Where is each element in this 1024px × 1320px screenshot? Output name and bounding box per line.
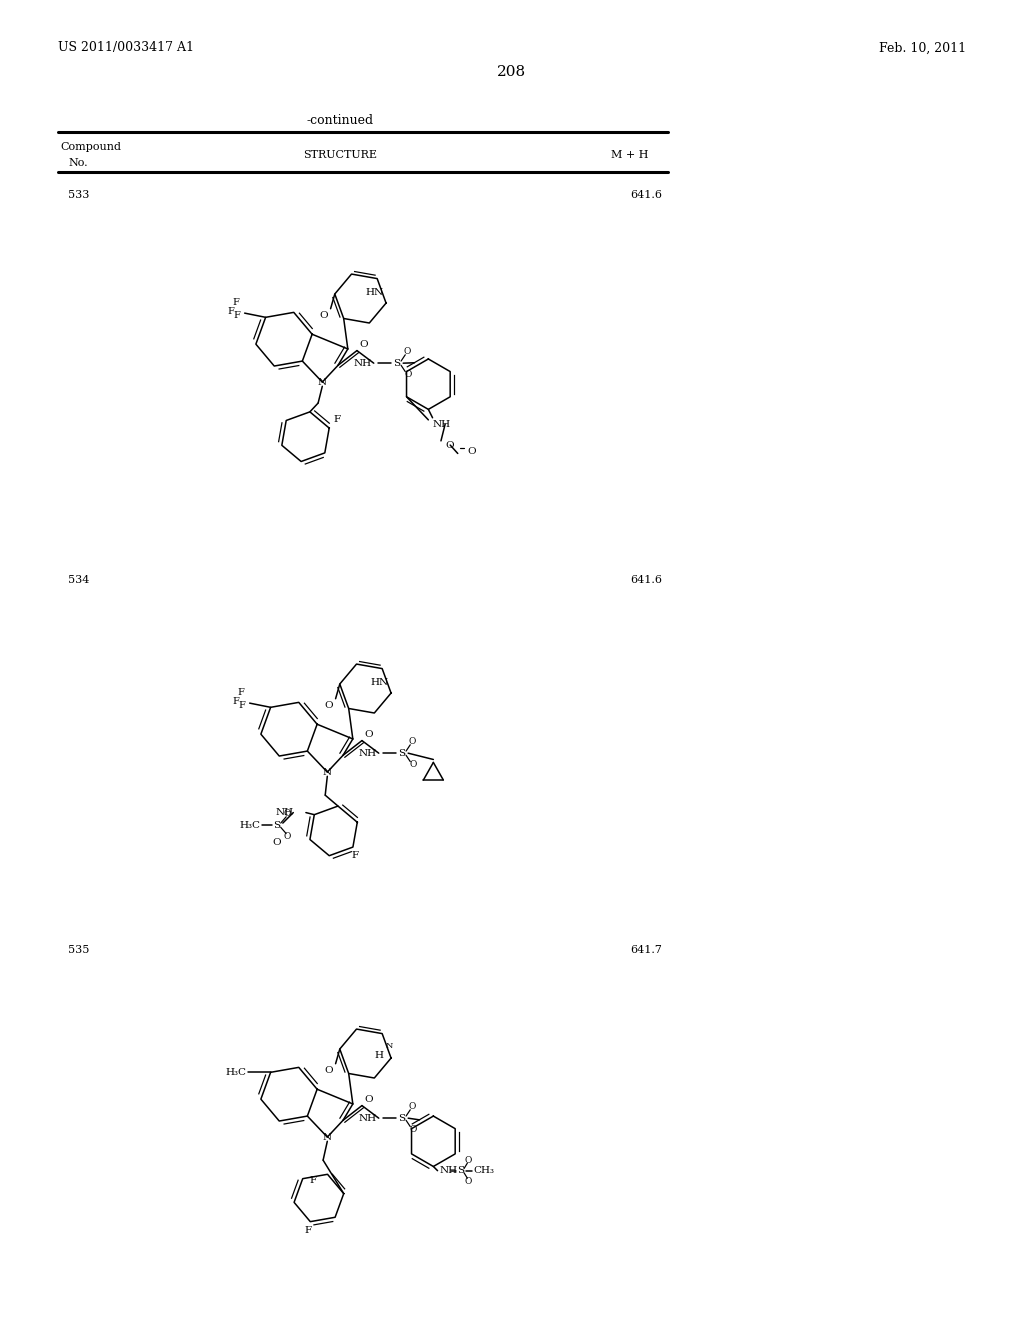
- Text: N: N: [317, 378, 327, 387]
- Text: 641.6: 641.6: [630, 576, 662, 585]
- Text: O: O: [365, 730, 373, 739]
- Text: S: S: [393, 359, 400, 368]
- Text: O: O: [465, 1176, 472, 1185]
- Text: O: O: [403, 347, 411, 356]
- Text: O: O: [404, 371, 413, 379]
- Text: 533: 533: [68, 190, 89, 201]
- Text: Compound: Compound: [60, 143, 121, 152]
- Text: O: O: [325, 701, 334, 710]
- Text: 208: 208: [498, 65, 526, 79]
- Text: 641.6: 641.6: [630, 190, 662, 201]
- Text: N: N: [385, 1043, 392, 1051]
- Text: N: N: [323, 767, 332, 776]
- Text: HN: HN: [371, 678, 389, 688]
- Text: O: O: [409, 737, 416, 746]
- Text: STRUCTURE: STRUCTURE: [303, 150, 377, 160]
- Text: O: O: [359, 339, 368, 348]
- Text: F: F: [309, 1176, 316, 1185]
- Text: Feb. 10, 2011: Feb. 10, 2011: [879, 41, 966, 54]
- Text: F: F: [304, 1225, 311, 1234]
- Text: 534: 534: [68, 576, 89, 585]
- Text: F: F: [227, 306, 234, 315]
- Text: H₃C: H₃C: [225, 1068, 247, 1077]
- Text: CH₃: CH₃: [473, 1166, 495, 1175]
- Text: NH: NH: [358, 748, 377, 758]
- Text: NH: NH: [432, 420, 451, 429]
- Text: F: F: [239, 701, 246, 710]
- Text: H: H: [375, 1052, 384, 1060]
- Text: NH: NH: [353, 359, 372, 368]
- Text: M + H: M + H: [611, 150, 649, 160]
- Text: O: O: [319, 310, 329, 319]
- Text: F: F: [233, 310, 241, 319]
- Text: O: O: [465, 1156, 472, 1164]
- Text: S: S: [398, 1114, 406, 1123]
- Text: -continued: -continued: [306, 114, 374, 127]
- Text: NH: NH: [275, 808, 293, 817]
- Text: O: O: [410, 760, 418, 770]
- Text: O: O: [410, 1126, 418, 1134]
- Text: 641.7: 641.7: [630, 945, 662, 954]
- Text: O: O: [445, 441, 454, 450]
- Text: H₃C: H₃C: [240, 821, 261, 830]
- Text: O: O: [284, 833, 291, 841]
- Text: O: O: [284, 809, 291, 818]
- Text: O: O: [272, 838, 281, 847]
- Text: US 2011/0033417 A1: US 2011/0033417 A1: [58, 41, 194, 54]
- Text: F: F: [232, 697, 240, 705]
- Text: F: F: [351, 851, 358, 859]
- Text: 535: 535: [68, 945, 89, 954]
- Text: S: S: [398, 748, 406, 758]
- Text: O: O: [325, 1065, 334, 1074]
- Text: S: S: [273, 821, 281, 830]
- Text: F: F: [334, 416, 341, 424]
- Text: S: S: [457, 1166, 464, 1175]
- Text: HN: HN: [366, 288, 384, 297]
- Text: O: O: [365, 1094, 373, 1104]
- Text: N: N: [323, 1133, 332, 1142]
- Text: NH: NH: [439, 1166, 458, 1175]
- Text: F: F: [238, 688, 245, 697]
- Text: O: O: [467, 447, 475, 455]
- Text: NH: NH: [358, 1114, 377, 1123]
- Text: O: O: [409, 1102, 416, 1111]
- Text: F: F: [232, 298, 240, 308]
- Text: No.: No.: [68, 158, 88, 168]
